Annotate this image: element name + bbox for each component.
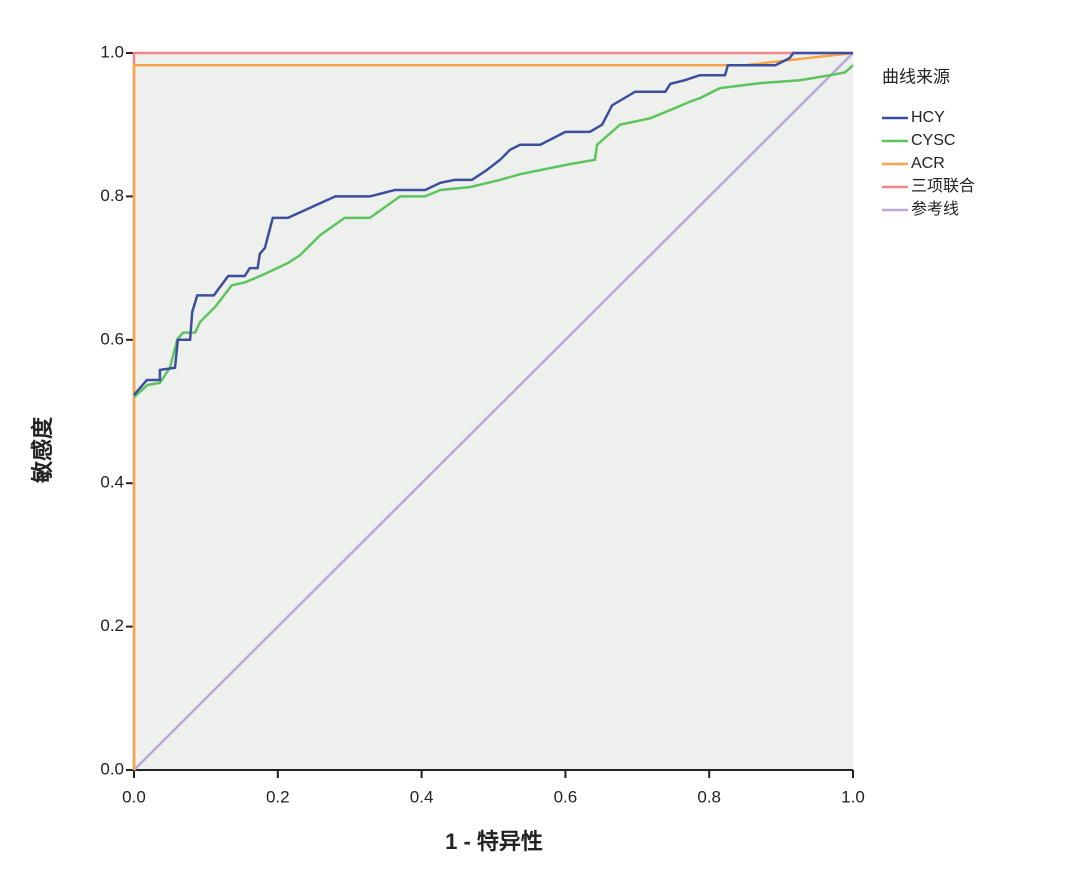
- legend-label: HCY: [911, 109, 945, 126]
- x-axis-label: 1 - 特异性: [445, 829, 543, 854]
- y-tick-label: 0.6: [100, 329, 124, 348]
- roc-line: [133, 64, 854, 399]
- roc-line: [133, 51, 853, 396]
- legend-label: ACR: [911, 155, 945, 172]
- roc-line: [132, 51, 854, 770]
- y-tick-label: 0.4: [100, 473, 124, 492]
- roc-line: [133, 52, 854, 771]
- y-tick-label: 0.0: [100, 759, 124, 778]
- legend-label: CYSC: [911, 132, 955, 149]
- x-tick-label: 0.6: [554, 787, 578, 806]
- y-tick-label: 1.0: [100, 42, 124, 61]
- y-tick-label: 0.8: [100, 186, 124, 205]
- x-tick-label: 0.4: [410, 787, 434, 806]
- x-tick-label: 0.8: [697, 787, 721, 806]
- legend-label: 参考线: [911, 200, 959, 218]
- x-tick-label: 1.0: [841, 787, 865, 806]
- legend-title: 曲线来源: [882, 67, 950, 86]
- x-tick-label: 0.0: [122, 787, 146, 806]
- x-tick-label: 0.2: [266, 787, 290, 806]
- legend-label: 三项联合: [911, 177, 975, 195]
- y-axis-label: 敏感度: [30, 416, 55, 484]
- y-tick-label: 0.2: [100, 616, 124, 635]
